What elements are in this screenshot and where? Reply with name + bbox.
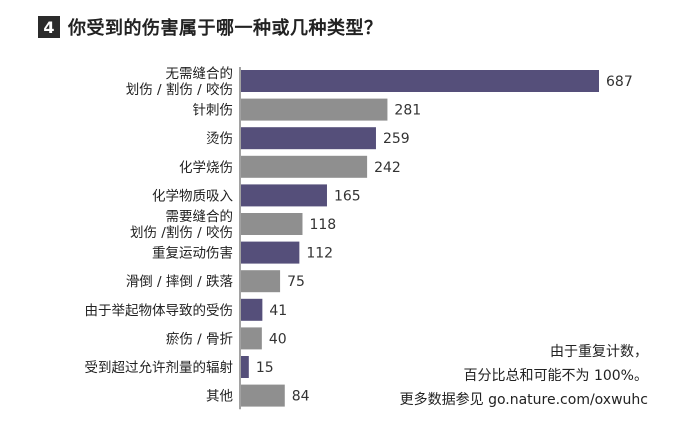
bar (241, 127, 376, 150)
chart-title-row: 4 你受到的伤害属于哪一种或几种类型？ (38, 14, 383, 40)
bar (241, 155, 368, 178)
bar-value-label: 75 (287, 274, 305, 290)
category-label: 瘀伤 / 骨折 (166, 330, 233, 347)
category-label: 受到超过允许剂量的辐射 (85, 360, 234, 376)
bar-value-label: 15 (256, 360, 274, 376)
chart-title: 你受到的伤害属于哪一种或几种类型？ (68, 18, 383, 39)
bar-value-label: 281 (394, 103, 421, 119)
category-label: 其他 (206, 389, 233, 405)
title-number-badge: 4 (38, 16, 60, 38)
bar-value-label: 41 (269, 303, 287, 319)
bar-value-label: 112 (306, 246, 333, 262)
bar (241, 327, 262, 350)
bar (241, 98, 388, 121)
category-label: 化学物质吸入 (152, 188, 233, 204)
bar (241, 356, 249, 378)
footnote-line-3: 更多数据参见 go.nature.com/oxwuhc (399, 392, 648, 408)
bar-value-label: 165 (334, 188, 361, 204)
category-label: 需要缝合的 (166, 209, 234, 225)
bar-value-label: 687 (606, 74, 633, 90)
category-label: 滑倒 / 摔倒 / 跌落 (126, 273, 234, 290)
category-label: 烫伤 (206, 131, 233, 147)
category-label: 无需缝合的 (166, 66, 234, 82)
bar-value-label: 84 (292, 389, 310, 405)
category-label: 化学烧伤 (179, 160, 233, 176)
footnote-line-2: 百分比总和可能不为 100%。 (463, 368, 648, 384)
category-label: 划伤 /割伤 / 咬伤 (130, 224, 233, 241)
category-label: 针刺伤 (193, 103, 234, 119)
chart-footnote: 由于重复计数， 百分比总和可能不为 100%。 更多数据参见 go.nature… (400, 340, 648, 412)
bar (241, 241, 300, 264)
bar (241, 384, 285, 407)
bar (241, 270, 281, 293)
category-label: 划伤 / 割伤 / 咬伤 (126, 81, 233, 98)
footnote-line-1: 由于重复计数， (550, 344, 648, 360)
bar-value-label: 259 (383, 131, 410, 147)
bar (241, 70, 599, 92)
bar (241, 213, 303, 235)
bar (241, 184, 327, 207)
category-label: 重复运动伤害 (152, 245, 233, 262)
bar-value-label: 40 (269, 331, 287, 347)
bar-value-label: 242 (374, 160, 401, 176)
bar-value-label: 118 (309, 217, 336, 233)
category-label: 由于举起物体导致的受伤 (85, 303, 234, 319)
bar (241, 298, 263, 321)
